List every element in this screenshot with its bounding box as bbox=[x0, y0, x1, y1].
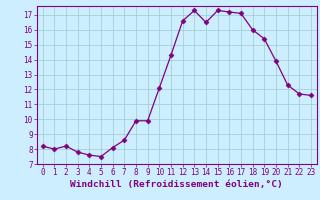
X-axis label: Windchill (Refroidissement éolien,°C): Windchill (Refroidissement éolien,°C) bbox=[70, 180, 283, 189]
